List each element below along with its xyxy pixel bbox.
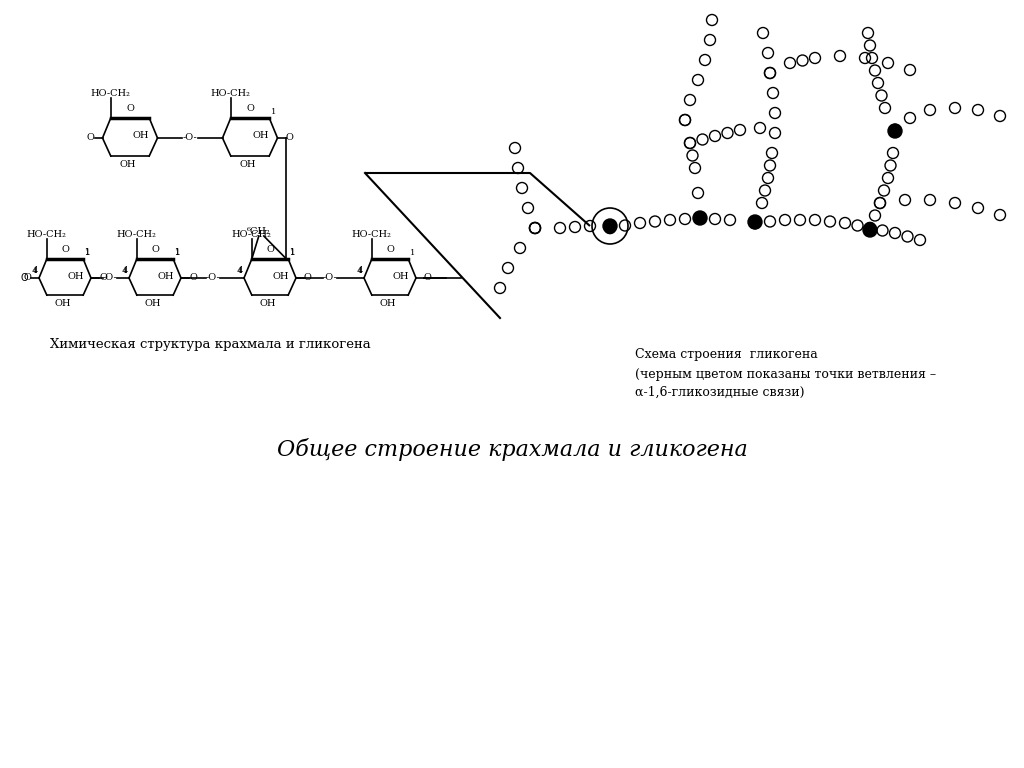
Circle shape	[603, 219, 617, 233]
Text: ⁶CH₂: ⁶CH₂	[247, 227, 270, 236]
Text: 1: 1	[271, 108, 276, 116]
Text: 4: 4	[122, 267, 127, 275]
Text: 4: 4	[357, 266, 362, 275]
Text: O: O	[386, 245, 394, 254]
Text: 1: 1	[175, 249, 180, 257]
Text: OH: OH	[272, 272, 289, 280]
Text: 4: 4	[123, 266, 128, 275]
Text: O: O	[61, 245, 69, 254]
Text: O: O	[152, 245, 159, 254]
Text: O: O	[87, 134, 94, 143]
Text: HO-CH₂: HO-CH₂	[117, 230, 157, 239]
Text: OH: OH	[54, 299, 71, 308]
Text: OH: OH	[259, 299, 275, 308]
Circle shape	[888, 124, 902, 138]
Text: (черным цветом показаны точки ветвления –: (черным цветом показаны точки ветвления …	[635, 368, 936, 381]
Text: 1: 1	[290, 249, 296, 257]
Text: 4: 4	[32, 267, 37, 275]
Text: -O-: -O-	[323, 273, 337, 283]
Text: HO-CH₂: HO-CH₂	[27, 230, 67, 239]
Text: O: O	[304, 273, 312, 283]
Circle shape	[863, 223, 877, 237]
Text: OH: OH	[68, 272, 84, 280]
Text: O: O	[24, 273, 31, 283]
Text: 4: 4	[237, 267, 242, 275]
Text: OH: OH	[253, 131, 269, 141]
Text: OH: OH	[119, 160, 135, 169]
Text: O: O	[189, 273, 197, 283]
Text: O: O	[424, 273, 432, 283]
Text: O: O	[266, 245, 274, 254]
Text: HO-CH₂: HO-CH₂	[211, 89, 251, 98]
Text: -O-: -O-	[102, 273, 118, 283]
Text: O: O	[286, 134, 293, 143]
Text: OH: OH	[239, 160, 256, 169]
Text: OH: OH	[144, 299, 161, 308]
Circle shape	[693, 211, 707, 225]
Text: O: O	[126, 104, 134, 113]
Text: 4: 4	[33, 266, 38, 275]
Text: OH: OH	[379, 299, 395, 308]
Text: OH: OH	[392, 272, 410, 280]
Text: HO-CH₂: HO-CH₂	[352, 230, 392, 239]
Text: 1: 1	[411, 249, 416, 257]
Text: 1: 1	[289, 248, 295, 257]
Text: HO-CH₂: HO-CH₂	[231, 230, 271, 239]
Text: 1: 1	[174, 248, 179, 257]
Text: Схема строения  гликогена: Схема строения гликогена	[635, 348, 818, 361]
Text: 4: 4	[356, 267, 362, 275]
Text: α-1,6-гликозидные связи): α-1,6-гликозидные связи)	[635, 386, 805, 399]
Text: OH: OH	[133, 131, 150, 141]
Text: -O-: -O-	[205, 273, 220, 283]
Text: Общее строение крахмала и гликогена: Общее строение крахмала и гликогена	[276, 438, 748, 461]
Text: O: O	[99, 273, 106, 283]
Text: 1: 1	[85, 249, 90, 257]
Text: HO-CH₂: HO-CH₂	[91, 89, 131, 98]
Text: 1: 1	[84, 248, 89, 257]
Circle shape	[748, 215, 762, 229]
Text: OH: OH	[158, 272, 174, 280]
Text: O: O	[20, 273, 28, 283]
Text: O: O	[246, 104, 254, 113]
Text: -O-: -O-	[182, 134, 198, 143]
Text: 4: 4	[238, 266, 243, 275]
Text: Химическая структура крахмала и гликогена: Химическая структура крахмала и гликоген…	[49, 338, 371, 351]
